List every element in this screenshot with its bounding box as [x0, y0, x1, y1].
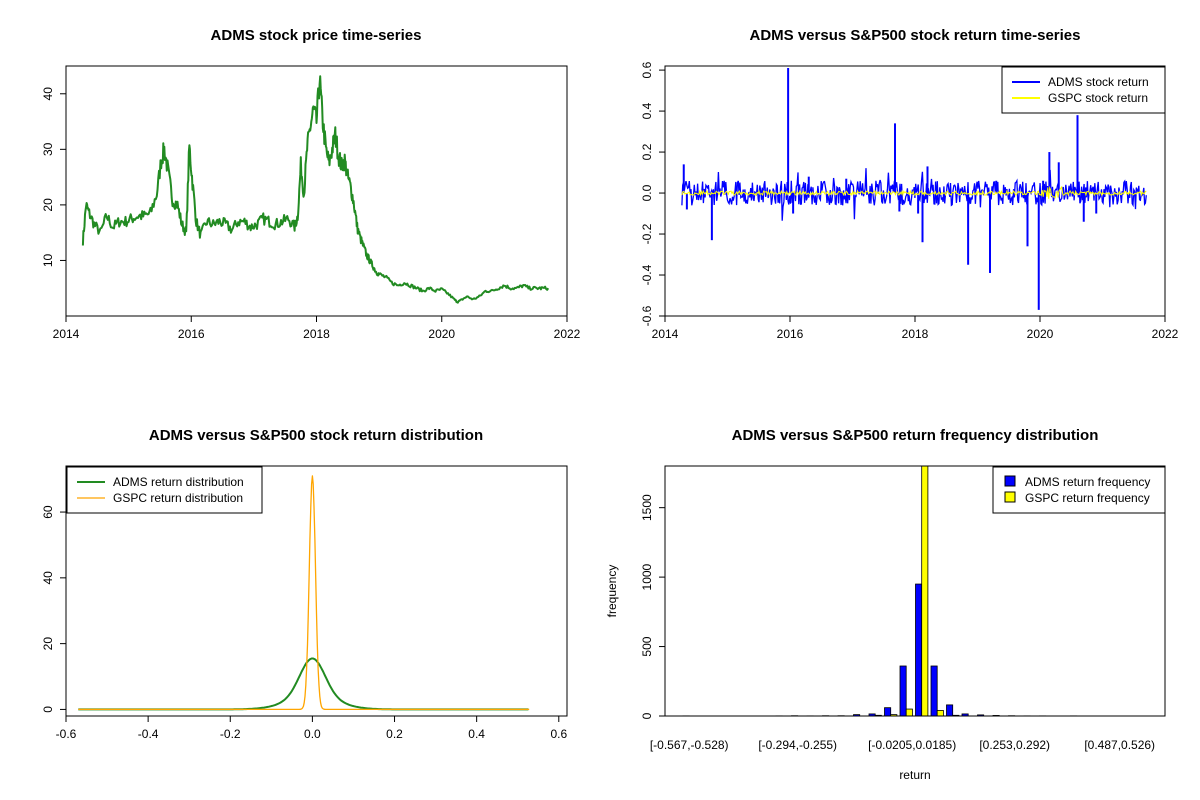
x-tick-label: 0.2	[386, 727, 403, 741]
x-tick-label: [-0.0205,0.0185)	[868, 738, 956, 752]
x-tick-label: 2014	[53, 327, 80, 341]
x-tick-label: 2022	[554, 327, 581, 341]
y-tick-label: -0.6	[640, 305, 654, 326]
x-tick-label: 2020	[1027, 327, 1054, 341]
x-tick-label: [0.487,0.526)	[1084, 738, 1155, 752]
panel-title-distribution: ADMS versus S&P500 stock return distribu…	[149, 427, 483, 444]
y-tick-label: 40	[41, 571, 55, 585]
plot-frame	[65, 465, 568, 717]
legend-label-adms: ADMS stock return	[1048, 75, 1149, 89]
legend-swatch-adms	[1004, 475, 1016, 487]
return-distribution-plot: -0.6 -0.4 -0.2 0.0 0.2 0.4 0.6 0 20 40 60 ADMS retu…	[41, 465, 568, 741]
x-tick-label: [-0.567,-0.528)	[650, 738, 729, 752]
adms-frequency-bar	[899, 665, 907, 717]
x-tick-label: 2020	[428, 327, 455, 341]
price-line	[81, 75, 550, 304]
adms-frequency-bar	[884, 707, 892, 717]
x-tick-label: 0.4	[468, 727, 485, 741]
gspc-frequency-bar	[936, 710, 944, 717]
y-axis-label: frequency	[605, 565, 619, 618]
y-tick-label: 1000	[640, 563, 654, 590]
legend-label-adms: ADMS return distribution	[113, 475, 244, 489]
y-tick-label: 40	[41, 87, 55, 101]
panel-title-price: ADMS stock price time-series	[211, 27, 422, 44]
panel-title-return-ts: ADMS versus S&P500 stock return time-ser…	[750, 27, 1081, 44]
panel-title-frequency: ADMS versus S&P500 return frequency dist…	[732, 427, 1099, 444]
y-tick-label: -0.4	[640, 264, 654, 285]
y-tick-label: 0	[640, 712, 654, 719]
y-tick-label: 60	[41, 505, 55, 519]
legend: ADMS return distribution GSPC return dist…	[66, 466, 263, 514]
x-tick-label: -0.6	[56, 727, 77, 741]
adms-return-noise-line	[681, 168, 1147, 221]
return-frequency-plot: 0 500 1000 1500 [-0.567,-0.528) [-0.294,-0.25…	[605, 465, 1166, 782]
x-tick-label: 2022	[1152, 327, 1179, 341]
x-tick-label: [-0.294,-0.255)	[758, 738, 837, 752]
adms-frequency-bar	[946, 704, 954, 717]
x-tick-label: 0.6	[550, 727, 567, 741]
adms-density-line	[78, 657, 529, 711]
legend-label-adms: ADMS return frequency	[1025, 475, 1150, 489]
y-tick-label: 1500	[640, 494, 654, 521]
y-tick-label: 20	[41, 637, 55, 651]
x-tick-label: 2016	[777, 327, 804, 341]
gspc-frequency-bar	[921, 465, 929, 717]
plot-frame	[664, 465, 1166, 717]
legend-swatch-gspc	[1004, 491, 1016, 503]
x-tick-label: -0.2	[220, 727, 241, 741]
x-tick-label: 2016	[178, 327, 205, 341]
y-tick-label: 500	[640, 636, 654, 656]
y-tick-label: 0.0	[640, 184, 654, 201]
x-tick-label: 2018	[303, 327, 330, 341]
y-tick-label: 0.6	[640, 61, 654, 78]
x-tick-label: 2014	[652, 327, 679, 341]
legend: ADMS return frequency GSPC return frequen…	[992, 466, 1166, 514]
legend-box	[66, 466, 263, 514]
y-tick-label: 0.2	[640, 143, 654, 160]
gspc-density-line	[78, 475, 530, 711]
x-tick-label: 2018	[902, 327, 929, 341]
legend-box	[1001, 66, 1166, 114]
adms-frequency-bar	[930, 665, 938, 717]
legend-label-gspc: GSPC return frequency	[1025, 491, 1150, 505]
legend-box	[992, 466, 1166, 514]
x-tick-label: [0.253,0.292)	[979, 738, 1050, 752]
price-timeseries-plot: 2014 2016 2018 2020 2022 10 20 30 40	[41, 65, 581, 341]
gspc-return-line	[681, 185, 1147, 199]
y-tick-label: 20	[41, 198, 55, 212]
y-tick-label: 0.4	[640, 102, 654, 119]
adms-frequency-bar	[915, 583, 923, 717]
y-tick-label: 30	[41, 142, 55, 156]
gspc-frequency-bar	[905, 708, 913, 717]
y-tick-label: 0	[41, 706, 55, 713]
legend-label-gspc: GSPC return distribution	[113, 491, 243, 505]
x-tick-label: 0.0	[304, 727, 321, 741]
x-tick-label: -0.4	[138, 727, 159, 741]
y-tick-label: 10	[41, 253, 55, 267]
y-tick-label: -0.2	[640, 223, 654, 244]
return-timeseries-plot: 2014 2016 2018 2020 2022 -0.6 -0.4 -0.2 0.0 0.2 0.…	[640, 61, 1179, 341]
x-axis-label: return	[899, 768, 930, 782]
legend-label-gspc: GSPC stock return	[1048, 91, 1148, 105]
legend: ADMS stock return GSPC stock return	[1001, 66, 1166, 114]
